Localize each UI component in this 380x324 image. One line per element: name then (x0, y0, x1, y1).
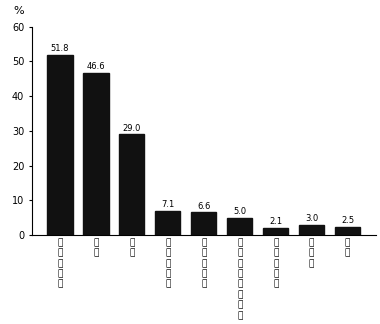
Text: 2.1: 2.1 (269, 217, 282, 226)
Text: 7.1: 7.1 (161, 200, 174, 209)
Bar (191, 212, 216, 235)
Text: 2.5: 2.5 (341, 216, 354, 225)
Text: 29.0: 29.0 (123, 124, 141, 133)
Text: 46.6: 46.6 (87, 63, 105, 72)
Text: 5.0: 5.0 (233, 207, 246, 216)
Text: 51.8: 51.8 (51, 44, 69, 53)
Bar (227, 218, 252, 235)
Bar (119, 134, 144, 235)
Text: 3.0: 3.0 (305, 214, 318, 223)
Bar (335, 226, 360, 235)
Bar (263, 228, 288, 235)
Bar (155, 211, 180, 235)
Bar (299, 225, 324, 235)
Bar (48, 55, 73, 235)
Text: 6.6: 6.6 (197, 202, 211, 211)
Bar (83, 73, 109, 235)
Text: %: % (13, 6, 24, 16)
